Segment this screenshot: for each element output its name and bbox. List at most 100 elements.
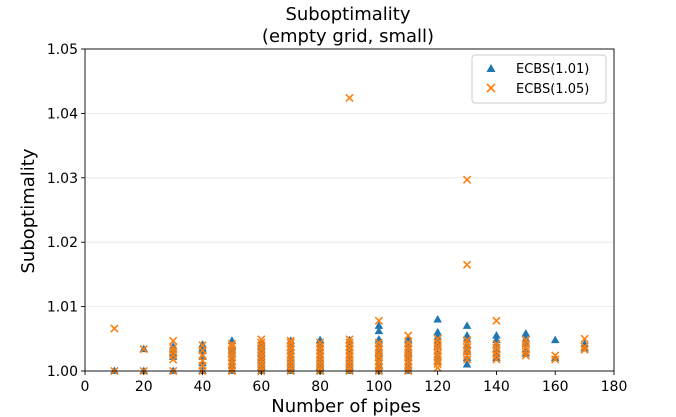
data-point-ecbs101 (462, 353, 472, 362)
data-point-ecbs105 (492, 316, 501, 325)
data-point-ecbs105 (169, 343, 178, 352)
data-point-ecbs105 (404, 345, 413, 354)
data-point-ecbs105 (492, 339, 501, 349)
legend-label-ecbs105: ECBS(1.05) (516, 82, 589, 97)
data-point-ecbs105 (345, 93, 354, 103)
data-point-ecbs101 (433, 332, 442, 340)
y-tick-label: 1.00 (47, 364, 78, 380)
data-point-ecbs105 (462, 175, 472, 184)
data-point-ecbs101 (462, 360, 472, 368)
x-tick-label: 140 (483, 379, 510, 395)
data-point-ecbs101 (315, 358, 325, 367)
data-point-ecbs105 (286, 345, 295, 354)
data-point-ecbs105 (286, 359, 295, 369)
data-point-ecbs105 (404, 338, 413, 347)
data-point-ecbs105 (374, 316, 384, 325)
data-point-ecbs105 (257, 335, 266, 344)
data-point-ecbs105 (433, 359, 442, 369)
legend-frame (471, 54, 607, 104)
data-point-ecbs101 (374, 321, 384, 329)
data-point-ecbs105 (315, 359, 325, 369)
data-point-ecbs101 (198, 340, 207, 348)
data-point-ecbs101 (433, 327, 442, 336)
data-point-ecbs105 (257, 338, 266, 347)
data-point-ecbs101 (550, 335, 560, 344)
data-point-ecbs101 (492, 331, 501, 339)
data-point-ecbs101 (550, 353, 560, 362)
data-point-ecbs105 (433, 334, 442, 343)
data-point-ecbs105 (580, 342, 589, 351)
data-point-ecbs105 (433, 345, 442, 354)
x-tick-label: 160 (542, 379, 569, 395)
data-point-ecbs105 (257, 359, 266, 369)
y-tick-label: 1.04 (47, 106, 78, 122)
x-tick-label: 180 (601, 379, 628, 395)
x-tick-label: 60 (252, 379, 270, 395)
data-point-ecbs101 (433, 336, 442, 345)
data-point-ecbs101 (315, 354, 325, 363)
y-axis-label: Suboptimality (18, 148, 39, 273)
x-tick-label: 100 (366, 379, 393, 395)
data-point-ecbs105 (374, 352, 384, 361)
data-point-ecbs105 (257, 352, 266, 361)
data-point-ecbs105 (345, 359, 354, 369)
y-tick-label: 1.03 (47, 171, 78, 187)
legend-label-ecbs101: ECBS(1.01) (516, 62, 589, 77)
y-tick-label: 1.02 (47, 235, 78, 251)
x-axis-label: Number of pipes (271, 396, 420, 417)
y-tick-label: 1.05 (47, 42, 78, 58)
data-point-ecbs105 (580, 334, 589, 343)
data-point-ecbs105 (462, 335, 472, 345)
data-point-ecbs101 (168, 342, 178, 350)
data-point-ecbs101 (374, 326, 384, 335)
data-point-ecbs105 (227, 342, 237, 351)
data-point-ecbs105 (404, 359, 413, 369)
data-point-ecbs101 (198, 343, 207, 352)
legend-marker-ecbs101 (486, 64, 496, 72)
data-point-ecbs105 (315, 345, 325, 354)
data-point-ecbs105 (462, 260, 472, 269)
data-point-ecbs101 (462, 331, 472, 339)
data-point-ecbs105 (404, 331, 413, 340)
data-point-ecbs105 (286, 338, 295, 347)
data-point-ecbs105 (286, 336, 295, 345)
data-point-ecbs101 (492, 353, 501, 362)
data-point-ecbs101 (345, 354, 354, 363)
data-point-ecbs105 (345, 338, 354, 347)
x-axis-ticks: 0 20 40 60 80 100 120 140 160 180 (81, 371, 628, 395)
data-point-ecbs105 (257, 345, 266, 354)
data-point-ecbs101 (521, 334, 531, 342)
data-point-ecbs101 (286, 354, 296, 363)
data-point-ecbs101 (286, 358, 296, 367)
data-point-ecbs101 (403, 361, 413, 370)
data-point-ecbs105 (227, 359, 237, 369)
data-point-ecbs105 (198, 341, 207, 350)
chart-title: Suboptimality (285, 4, 410, 25)
data-point-ecbs105 (580, 345, 589, 354)
legend: ECBS(1.01) ECBS(1.05) (471, 54, 607, 104)
data-point-ecbs105 (139, 344, 148, 354)
data-point-ecbs105 (404, 352, 413, 361)
data-point-ecbs105 (345, 335, 354, 344)
data-point-ecbs105 (374, 338, 384, 347)
data-point-ecbs105 (169, 336, 178, 345)
x-tick-label: 80 (311, 379, 329, 395)
x-tick-label: 40 (194, 379, 212, 395)
data-point-ecbs105 (521, 335, 530, 345)
y-tick-label: 1.01 (47, 300, 78, 316)
data-point-ecbs105 (227, 339, 237, 349)
data-point-ecbs105 (110, 324, 119, 333)
data-point-ecbs105 (374, 345, 384, 354)
data-point-ecbs101 (374, 361, 384, 370)
data-point-ecbs105 (374, 359, 384, 369)
x-tick-label: 20 (135, 379, 153, 395)
data-point-ecbs105 (315, 338, 325, 347)
data-point-ecbs105 (345, 352, 354, 361)
plot-area-frame (84, 48, 615, 372)
data-point-ecbs101 (462, 321, 472, 329)
x-tick-label: 120 (424, 379, 451, 395)
data-point-ecbs105 (433, 352, 442, 361)
data-point-ecbs105 (315, 352, 325, 361)
data-point-ecbs105 (345, 345, 354, 354)
data-point-ecbs105 (169, 346, 178, 356)
